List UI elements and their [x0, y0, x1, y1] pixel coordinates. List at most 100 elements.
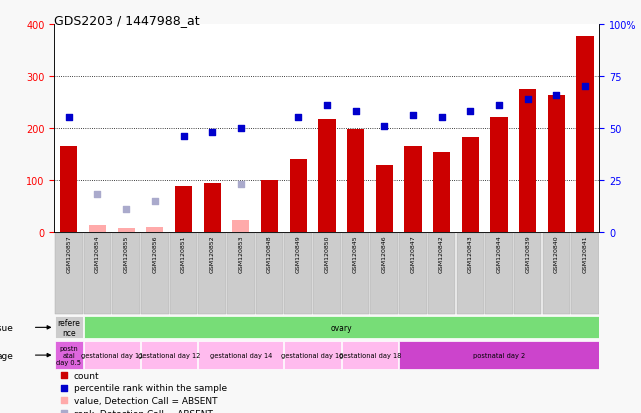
Point [522, 96, 533, 103]
Bar [347, 130, 364, 233]
Text: GSM120843: GSM120843 [468, 235, 473, 273]
Text: tissue: tissue [0, 323, 13, 332]
FancyBboxPatch shape [285, 341, 340, 369]
Point [59, 372, 69, 379]
Bar [60, 147, 78, 233]
Text: GSM120841: GSM120841 [583, 235, 588, 273]
FancyBboxPatch shape [84, 317, 599, 338]
Bar [204, 183, 221, 233]
Bar [547, 96, 565, 233]
Text: gestational day 11: gestational day 11 [81, 352, 143, 358]
FancyBboxPatch shape [313, 233, 340, 315]
FancyBboxPatch shape [55, 233, 83, 315]
Point [293, 115, 303, 121]
Bar [319, 119, 335, 233]
FancyBboxPatch shape [55, 341, 83, 369]
Text: GSM120852: GSM120852 [210, 235, 215, 273]
Bar [89, 225, 106, 233]
Point [59, 410, 69, 413]
Point [59, 397, 69, 404]
FancyBboxPatch shape [399, 233, 427, 315]
FancyBboxPatch shape [370, 233, 398, 315]
FancyBboxPatch shape [542, 233, 570, 315]
Text: GSM120856: GSM120856 [153, 235, 157, 272]
Point [551, 92, 562, 99]
Text: GSM120855: GSM120855 [124, 235, 129, 272]
Bar [433, 153, 450, 233]
Text: GSM120847: GSM120847 [410, 235, 415, 273]
Text: GSM120848: GSM120848 [267, 235, 272, 273]
Text: rank, Detection Call = ABSENT: rank, Detection Call = ABSENT [74, 409, 212, 413]
Text: GSM120854: GSM120854 [95, 235, 100, 273]
Bar [576, 37, 594, 233]
Point [178, 133, 188, 140]
Text: ovary: ovary [331, 323, 352, 332]
Point [59, 385, 69, 391]
Text: GSM120857: GSM120857 [66, 235, 71, 273]
FancyBboxPatch shape [199, 341, 283, 369]
Text: GSM120850: GSM120850 [324, 235, 329, 272]
Point [121, 206, 131, 213]
Point [465, 109, 476, 115]
Text: count: count [74, 371, 99, 380]
FancyBboxPatch shape [227, 233, 254, 315]
Text: GSM120851: GSM120851 [181, 235, 186, 272]
Text: gestational day 16: gestational day 16 [281, 352, 344, 358]
Text: GDS2203 / 1447988_at: GDS2203 / 1447988_at [54, 14, 200, 27]
FancyBboxPatch shape [514, 233, 542, 315]
FancyBboxPatch shape [84, 341, 140, 369]
Bar [175, 187, 192, 233]
Point [322, 102, 332, 109]
Text: value, Detection Call = ABSENT: value, Detection Call = ABSENT [74, 396, 217, 405]
FancyBboxPatch shape [485, 233, 513, 315]
Point [236, 125, 246, 132]
Text: gestational day 14: gestational day 14 [210, 352, 272, 358]
Point [494, 102, 504, 109]
Text: GSM120840: GSM120840 [554, 235, 559, 273]
Text: age: age [0, 351, 13, 360]
Bar [261, 180, 278, 233]
Bar [490, 118, 508, 233]
Text: postnatal day 2: postnatal day 2 [473, 352, 525, 358]
Bar [117, 228, 135, 233]
Bar [290, 160, 307, 233]
FancyBboxPatch shape [199, 233, 226, 315]
Point [379, 123, 389, 130]
FancyBboxPatch shape [285, 233, 312, 315]
FancyBboxPatch shape [256, 233, 283, 315]
Point [408, 113, 418, 119]
Text: GSM120839: GSM120839 [525, 235, 530, 273]
FancyBboxPatch shape [141, 341, 197, 369]
Point [236, 181, 246, 188]
Point [63, 115, 74, 121]
Bar [376, 166, 393, 233]
Point [150, 198, 160, 204]
FancyBboxPatch shape [141, 233, 169, 315]
FancyBboxPatch shape [55, 317, 83, 338]
Text: GSM120842: GSM120842 [439, 235, 444, 273]
Point [207, 129, 217, 136]
Text: GSM120844: GSM120844 [497, 235, 501, 273]
Text: GSM120845: GSM120845 [353, 235, 358, 273]
FancyBboxPatch shape [84, 233, 112, 315]
Text: gestational day 12: gestational day 12 [138, 352, 201, 358]
Point [351, 109, 361, 115]
Bar [404, 147, 422, 233]
Text: refere
nce: refere nce [58, 318, 80, 337]
Text: GSM120853: GSM120853 [238, 235, 244, 273]
FancyBboxPatch shape [399, 341, 599, 369]
Bar [232, 221, 249, 233]
FancyBboxPatch shape [428, 233, 455, 315]
Bar [462, 138, 479, 233]
Text: gestational day 18: gestational day 18 [338, 352, 401, 358]
FancyBboxPatch shape [170, 233, 197, 315]
Text: GSM120846: GSM120846 [382, 235, 387, 273]
Text: postn
atal
day 0.5: postn atal day 0.5 [56, 345, 81, 365]
FancyBboxPatch shape [112, 233, 140, 315]
FancyBboxPatch shape [342, 233, 369, 315]
FancyBboxPatch shape [456, 233, 484, 315]
Text: GSM120849: GSM120849 [296, 235, 301, 273]
Point [580, 84, 590, 90]
FancyBboxPatch shape [342, 341, 398, 369]
Text: percentile rank within the sample: percentile rank within the sample [74, 383, 227, 392]
